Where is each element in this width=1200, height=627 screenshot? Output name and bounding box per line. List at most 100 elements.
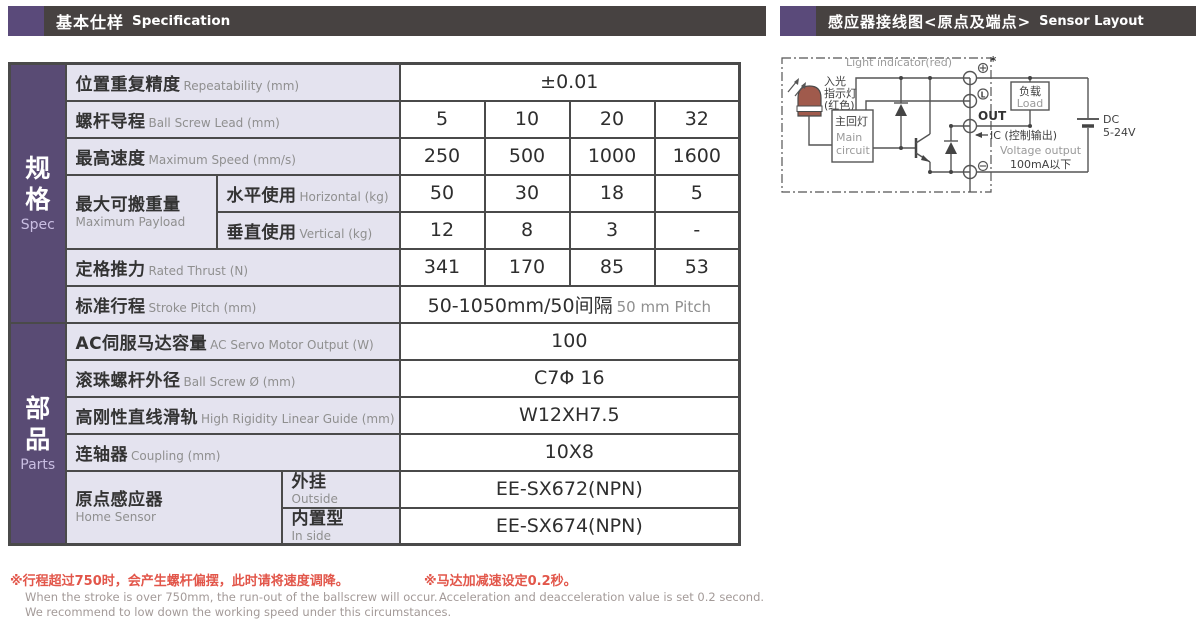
header-title-en: Specification bbox=[132, 13, 231, 29]
l-terminal-icon: L bbox=[977, 88, 989, 100]
footnote-acceleration: ※马达加减速设定0.2秒。 Acceleration and deacceler… bbox=[424, 574, 764, 605]
value-speed-2: 500 bbox=[483, 136, 571, 176]
footnote-acceleration-zh: ※马达加减速设定0.2秒。 bbox=[424, 574, 577, 589]
row-label-repeatability: 位置重复精度 Repeatability (mm) bbox=[64, 62, 401, 102]
load-label-en: Load bbox=[1017, 97, 1043, 110]
value-horizontal-1: 50 bbox=[398, 173, 486, 213]
row-label-servo-output: AC伺服马达容量 AC Servo Motor Output (W) bbox=[64, 321, 401, 361]
table-row: 部品 Parts AC伺服马达容量 AC Servo Motor Output (… bbox=[8, 321, 741, 546]
value-sensor-inside: EE-SX674(NPN) bbox=[398, 506, 741, 546]
header-accent-square bbox=[8, 6, 44, 36]
sidebar-parts-zh: 部品 bbox=[25, 394, 51, 455]
table-row: 螺杆导程 Ball Screw Lead (mm) 5 10 20 32 bbox=[10, 99, 741, 139]
table-row: 规格 Spec 位置重复精度 Repeatability (mm) ±0.01 bbox=[8, 62, 741, 324]
header-title-zh: 感应器接线图<原点及端点> bbox=[828, 12, 1032, 31]
battery-icon bbox=[1077, 118, 1099, 128]
row-label-ball-screw-diameter: 滚珠螺杆外径 Ball Screw Ø (mm) bbox=[64, 358, 401, 398]
value-thrust-1: 341 bbox=[398, 247, 486, 287]
table-row: 垂直使用 Vertical (kg) 12 8 3 - bbox=[10, 210, 741, 250]
row-label-vertical: 垂直使用 Vertical (kg) bbox=[215, 210, 401, 250]
zener-diode-icon bbox=[894, 76, 908, 150]
current-limit-label: 100mA以下 bbox=[1010, 158, 1071, 171]
header-accent-square bbox=[780, 6, 816, 36]
value-ball-screw-diameter: C7Φ 16 bbox=[398, 358, 741, 398]
value-thrust-4: 53 bbox=[653, 247, 741, 287]
row-label-coupling: 连轴器 Coupling (mm) bbox=[64, 432, 401, 472]
value-stroke-pitch: 50-1050mm/50间隔 50 mm Pitch bbox=[398, 284, 741, 324]
header-title-en: Sensor Layout bbox=[1039, 13, 1144, 29]
row-label-max-payload: 最大可搬重量 Maximum Payload bbox=[64, 173, 218, 250]
main-circuit-en1: Main bbox=[836, 131, 862, 144]
spec-table: 规格 Spec 位置重复精度 Repeatability (mm) ±0.01 螺… bbox=[8, 62, 742, 546]
zener-diode-icon bbox=[944, 124, 958, 174]
header-specification: 基本仕样 Specification bbox=[8, 6, 766, 36]
footnote-acceleration-en1: Acceleration and deacceleration value is… bbox=[439, 590, 765, 604]
value-vertical-4: - bbox=[653, 210, 741, 250]
dc-label: DC bbox=[1103, 113, 1119, 126]
row-label-ball-screw-lead: 螺杆导程 Ball Screw Lead (mm) bbox=[64, 99, 401, 139]
load-loop-wires bbox=[976, 76, 1089, 173]
value-sensor-outside: EE-SX672(NPN) bbox=[398, 469, 741, 509]
sensor-enclosure-box bbox=[781, 57, 992, 193]
value-repeatability: ±0.01 bbox=[398, 62, 741, 102]
value-speed-3: 1000 bbox=[568, 136, 656, 176]
value-lead-3: 20 bbox=[568, 99, 656, 139]
row-label-linear-guide: 高刚性直线滑轨 High Rigidity Linear Guide (mm) bbox=[64, 395, 401, 435]
value-speed-1: 250 bbox=[398, 136, 486, 176]
transistor-icon bbox=[914, 76, 932, 174]
footnote-stroke-en2: We recommend to low down the working spe… bbox=[25, 604, 452, 619]
main-circuit-en2: circuit bbox=[836, 144, 870, 157]
value-thrust-3: 85 bbox=[568, 247, 656, 287]
sidebar-spec: 规格 Spec bbox=[8, 62, 67, 324]
svg-text:L: L bbox=[981, 91, 986, 100]
value-speed-4: 1600 bbox=[653, 136, 741, 176]
value-linear-guide: W12XH7.5 bbox=[398, 395, 741, 435]
table-row: 内置型 In side EE-SX674(NPN) bbox=[10, 506, 741, 546]
sidebar-parts-en: Parts bbox=[20, 457, 56, 474]
row-label-stroke-pitch: 标准行程 Stroke Pitch (mm) bbox=[64, 284, 401, 324]
value-servo-output: 100 bbox=[398, 321, 741, 361]
value-vertical-3: 3 bbox=[568, 210, 656, 250]
value-vertical-1: 12 bbox=[398, 210, 486, 250]
plus-terminal-icon bbox=[977, 62, 989, 74]
footnote-stroke-zh: ※行程超过750时，会产生螺杆偏摆，此时请将速度调降。 bbox=[10, 574, 349, 589]
led-indicator-icon bbox=[796, 85, 823, 117]
load-box bbox=[1010, 81, 1050, 111]
table-row: 原点感应器 Home Sensor 外挂 Outside EE-SX672(NPN) bbox=[10, 469, 741, 546]
row-label-horizontal: 水平使用 Horizontal (kg) bbox=[215, 173, 401, 213]
sidebar-spec-en: Spec bbox=[20, 217, 55, 234]
sidebar-spec-zh: 规格 bbox=[25, 154, 51, 215]
out-label: OUT bbox=[978, 109, 1007, 123]
value-lead-2: 10 bbox=[483, 99, 571, 139]
main-circuit-zh: 主回灯 bbox=[835, 115, 868, 128]
minus-terminal-icon bbox=[977, 160, 989, 172]
header-sensor-layout: 感应器接线图<原点及端点> Sensor Layout bbox=[780, 6, 1196, 36]
row-label-outside: 外挂 Outside bbox=[280, 469, 401, 509]
table-row: 滚珠螺杆外径 Ball Screw Ø (mm) C7Φ 16 bbox=[10, 358, 741, 398]
value-vertical-2: 8 bbox=[483, 210, 571, 250]
sensor-circuit-svg: 入光 指示灯 (红色) Light indicator(red) 主回灯 Mai… bbox=[781, 54, 1136, 193]
table-row: 定格推力 Rated Thrust (N) 341 170 85 53 bbox=[10, 247, 741, 287]
main-circuit-box bbox=[831, 109, 874, 163]
asterisk-label: * bbox=[990, 54, 997, 68]
header-bar: 感应器接线图<原点及端点> Sensor Layout bbox=[816, 6, 1196, 36]
value-horizontal-4: 5 bbox=[653, 173, 741, 213]
table-row: 高刚性直线滑轨 High Rigidity Linear Guide (mm) W… bbox=[10, 395, 741, 435]
table-row: 连轴器 Coupling (mm) 10X8 bbox=[10, 432, 741, 472]
value-horizontal-2: 30 bbox=[483, 173, 571, 213]
footnote-stroke: ※行程超过750时，会产生螺杆偏摆，此时请将速度调降。 When the str… bbox=[10, 574, 451, 619]
header-bar: 基本仕样 Specification bbox=[44, 6, 766, 36]
value-lead-1: 5 bbox=[398, 99, 486, 139]
table-row: 最高速度 Maximum Speed (mm/s) 250 500 1000 16… bbox=[10, 136, 741, 176]
footnote-stroke-en1: When the stroke is over 750mm, the run-o… bbox=[25, 590, 438, 604]
light-indicator-label: Light indicator(red) bbox=[846, 56, 952, 69]
led-label-line1: 入光 bbox=[824, 74, 846, 88]
voltage-output-label: Voltage output bbox=[1000, 144, 1082, 157]
value-lead-4: 32 bbox=[653, 99, 741, 139]
value-coupling: 10X8 bbox=[398, 432, 741, 472]
sidebar-parts: 部品 Parts bbox=[8, 321, 67, 546]
sensor-wiring-diagram: 入光 指示灯 (红色) Light indicator(red) 主回灯 Mai… bbox=[778, 48, 1198, 208]
table-row: 标准行程 Stroke Pitch (mm) 50-1050mm/50间隔 50 m… bbox=[10, 284, 741, 324]
ic-label: IC (控制输出) bbox=[990, 128, 1057, 142]
